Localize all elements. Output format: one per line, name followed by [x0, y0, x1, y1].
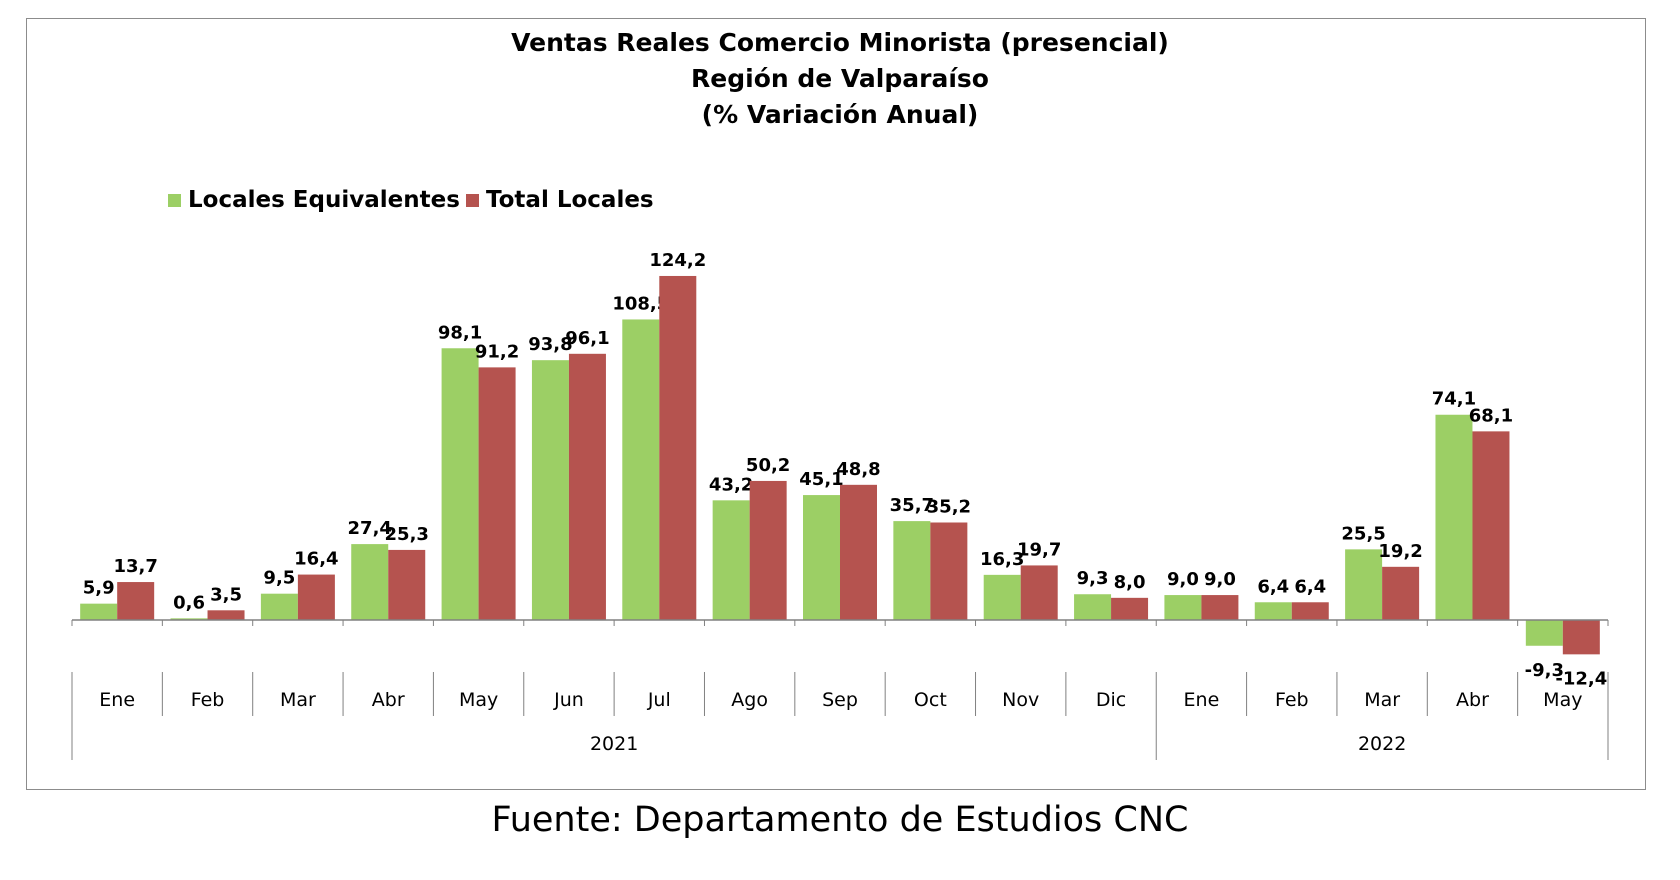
- data-label-2-5: 91,2: [475, 341, 519, 362]
- chart-subtitle-region: Región de Valparaíso: [691, 64, 989, 93]
- category-label-3: Mar: [280, 689, 316, 711]
- data-label-1-9: 45,1: [799, 469, 843, 490]
- bar-2-1: [117, 582, 155, 620]
- category-label-14: Feb: [1275, 689, 1309, 711]
- legend-label-series-1: Locales Equivalentes: [188, 187, 460, 213]
- bar-1-16: [1435, 414, 1473, 620]
- data-label-1-8: 43,2: [709, 474, 753, 495]
- data-label-2-8: 50,2: [746, 455, 790, 476]
- bar-2-12: [1111, 597, 1149, 620]
- data-label-1-11: 16,3: [980, 549, 1024, 570]
- data-label-2-13: 9,0: [1204, 569, 1236, 590]
- bar-2-15: [1382, 566, 1420, 620]
- data-label-1-13: 9,0: [1167, 569, 1199, 590]
- group-label-2021: 2021: [590, 733, 638, 755]
- data-label-2-17: -12,4: [1555, 668, 1607, 689]
- data-label-2-7: 124,2: [649, 250, 706, 271]
- category-label-13: Ene: [1184, 689, 1220, 711]
- data-label-2-4: 25,3: [385, 524, 429, 545]
- bar-2-13: [1201, 595, 1239, 620]
- category-label-10: Oct: [914, 689, 947, 711]
- legend-item-series-1: Locales Equivalentes: [168, 185, 460, 215]
- bar-2-3: [297, 574, 335, 620]
- category-label-9: Sep: [822, 689, 858, 711]
- legend-item-series-2: Total Locales: [466, 185, 654, 215]
- bar-1-10: [893, 521, 931, 620]
- data-label-2-10: 35,2: [927, 496, 971, 517]
- bar-2-10: [930, 522, 968, 620]
- bar-2-17: [1562, 620, 1600, 655]
- data-label-2-14: 6,4: [1294, 576, 1326, 597]
- category-label-8: Ago: [731, 689, 768, 711]
- bar-1-17: [1525, 620, 1563, 646]
- bar-1-8: [712, 500, 750, 620]
- bar-1-9: [803, 495, 840, 620]
- bar-1-12: [1074, 594, 1112, 620]
- category-label-15: Mar: [1364, 689, 1400, 711]
- category-label-7: Jul: [647, 689, 671, 711]
- data-label-1-14: 6,4: [1257, 576, 1289, 597]
- bar-1-2: [170, 618, 208, 620]
- data-label-1-4: 27,4: [348, 518, 392, 539]
- data-label-1-6: 93,8: [528, 334, 572, 355]
- source-note: Fuente: Departamento de Estudios CNC: [491, 800, 1189, 840]
- data-label-1-7: 108,5: [612, 293, 669, 314]
- bar-2-16: [1472, 431, 1510, 620]
- category-label-6: Jun: [553, 689, 584, 711]
- category-label-2: Feb: [191, 689, 225, 711]
- chart-frame: [26, 18, 1646, 790]
- chart-title: Ventas Reales Comercio Minorista (presen…: [511, 28, 1169, 57]
- data-label-2-1: 13,7: [113, 556, 157, 577]
- bar-1-3: [260, 593, 298, 620]
- bar-2-9: [840, 484, 877, 620]
- bar-2-2: [207, 610, 245, 620]
- data-label-2-9: 48,8: [836, 459, 880, 480]
- category-label-1: Ene: [99, 689, 135, 711]
- legend-label-series-2: Total Locales: [486, 187, 654, 213]
- bar-2-8: [749, 480, 787, 620]
- category-label-17: May: [1543, 689, 1582, 711]
- bar-1-4: [351, 544, 389, 620]
- bar-2-5: [478, 367, 516, 620]
- data-label-1-5: 98,1: [438, 322, 482, 343]
- bar-1-6: [531, 360, 569, 620]
- bar-1-11: [983, 574, 1021, 620]
- category-label-5: May: [459, 689, 498, 711]
- category-label-11: Nov: [1002, 689, 1039, 711]
- data-label-1-1: 5,9: [83, 578, 115, 599]
- bar-1-1: [80, 603, 118, 620]
- chart-subtitle-unit: (% Variación Anual): [701, 100, 979, 129]
- group-label-2022: 2022: [1358, 733, 1406, 755]
- bar-1-14: [1254, 602, 1292, 620]
- data-label-1-15: 25,5: [1341, 523, 1385, 544]
- bar-2-6: [568, 353, 606, 620]
- category-label-4: Abr: [372, 689, 405, 711]
- bar-2-7: [659, 275, 697, 620]
- bar-1-5: [441, 348, 479, 620]
- data-label-2-12: 8,0: [1114, 572, 1146, 593]
- data-label-1-10: 35,7: [890, 495, 934, 516]
- data-label-1-16: 74,1: [1432, 389, 1476, 410]
- data-label-2-6: 96,1: [565, 328, 609, 349]
- data-label-2-3: 16,4: [294, 549, 338, 570]
- data-label-1-2: 0,6: [173, 592, 205, 613]
- legend-swatch-series-1: [168, 193, 181, 207]
- category-label-16: Abr: [1456, 689, 1489, 711]
- legend-swatch-series-2: [466, 193, 479, 207]
- bar-1-7: [622, 319, 660, 620]
- category-label-12: Dic: [1096, 689, 1126, 711]
- data-label-2-15: 19,2: [1378, 541, 1422, 562]
- data-label-2-11: 19,7: [1017, 539, 1061, 560]
- data-label-2-2: 3,5: [210, 584, 242, 605]
- bar-1-15: [1345, 549, 1383, 620]
- data-label-1-17: -9,3: [1525, 660, 1564, 681]
- data-label-1-12: 9,3: [1077, 568, 1109, 589]
- data-label-2-16: 68,1: [1469, 405, 1513, 426]
- bar-2-4: [388, 549, 426, 620]
- data-label-1-3: 9,5: [263, 568, 295, 589]
- bar-1-13: [1164, 595, 1202, 620]
- bar-2-11: [1020, 565, 1058, 620]
- bar-2-14: [1291, 602, 1329, 620]
